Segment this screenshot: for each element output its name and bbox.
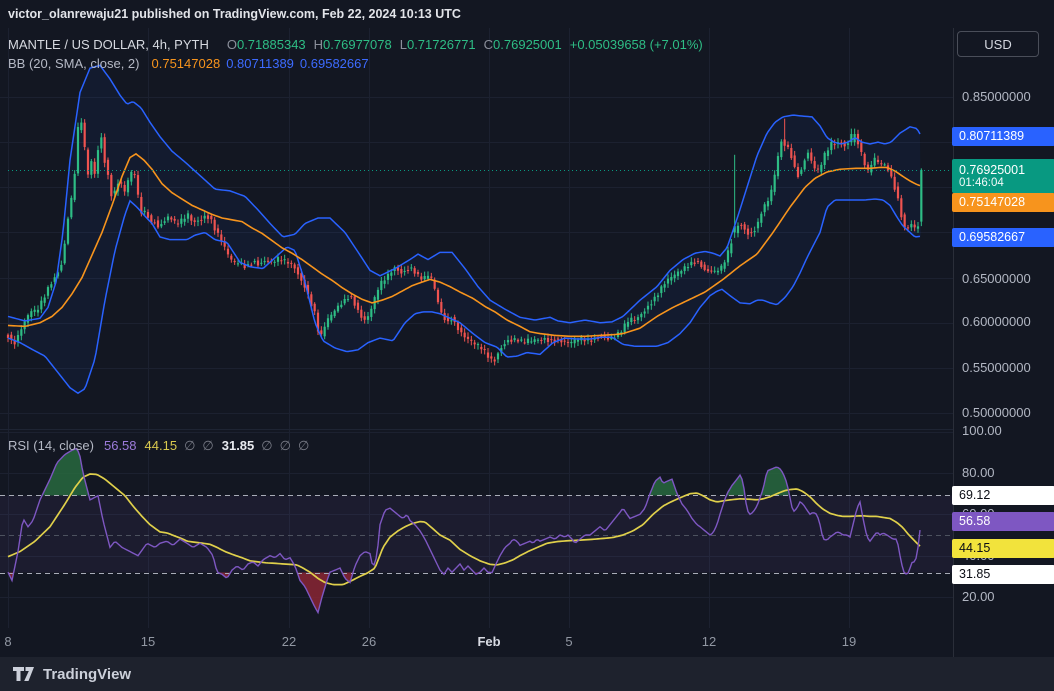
published-header: victor_olanrewaju21 published on Trading…	[8, 7, 461, 21]
empty-set-icon: ∅	[279, 437, 291, 453]
rsi-legend: RSI (14, close) 56.58 44.15 ∅ ∅ 31.85 ∅ ∅ ∅	[8, 437, 309, 454]
symbol-legend: MANTLE / US DOLLAR, 4h, PYTH O0.71885343 H…	[8, 36, 703, 52]
open-value: 0.71885343	[236, 37, 306, 53]
price-axis-label: 0.50000000	[962, 405, 1031, 420]
currency-toggle-button[interactable]: USD	[957, 31, 1039, 57]
close-label: C	[483, 37, 494, 53]
empty-set-icon: ∅	[261, 437, 273, 453]
time-axis-label: 5	[565, 634, 573, 649]
chart-plot-area[interactable]	[0, 28, 953, 630]
symbol-title: MANTLE / US DOLLAR, 4h, PYTH	[8, 37, 209, 53]
time-axis-label: 19	[841, 634, 857, 649]
rsi-value-badge: 56.58	[952, 511, 1054, 531]
tradingview-logo-icon	[13, 666, 34, 682]
rsi-ma-value: 44.15	[144, 438, 178, 454]
close-value: 0.76925001	[493, 37, 562, 53]
rsi-level-value: 31.85	[221, 438, 255, 454]
time-axis-label: 12	[701, 634, 717, 649]
bb-lower-value: 0.69582667	[299, 56, 369, 72]
low-value: 0.71726771	[406, 37, 476, 53]
price-axis-label: 0.60000000	[962, 314, 1031, 329]
bb-basis-value: 0.75147028	[151, 56, 221, 72]
bb-upper-badge: 0.80711389	[952, 126, 1054, 146]
rsi-title: RSI (14, close)	[8, 438, 94, 454]
bb-lower-badge: 0.69582667	[952, 227, 1054, 247]
rsi-axis-label: 100.00	[962, 423, 1002, 438]
change-value: +0.05039658 (+7.01%)	[569, 37, 703, 53]
price-axis-label: 0.55000000	[962, 360, 1031, 375]
bb-upper-value: 0.80711389	[226, 56, 294, 72]
rsi-value: 56.58	[103, 438, 137, 454]
empty-set-icon: ∅	[202, 437, 214, 453]
high-value: 0.76977078	[323, 37, 392, 53]
rsi-lower-level-badge: 31.85	[952, 564, 1054, 584]
bb-legend: BB (20, SMA, close, 2) 0.75147028 0.807113…	[8, 55, 369, 71]
time-axis-label: 8	[4, 634, 12, 649]
time-axis-label: 22	[281, 634, 297, 649]
last-price-badge: 0.76925001 01:46:04	[952, 159, 1054, 193]
rsi-axis-label: 20.00	[962, 589, 995, 604]
low-label: L	[399, 37, 407, 53]
footer-brand-link[interactable]: TradingView	[43, 665, 132, 683]
time-axis-label: 15	[140, 634, 156, 649]
rsi-upper-level-badge: 69.12	[952, 485, 1054, 505]
bb-title: BB (20, SMA, close, 2)	[8, 56, 140, 72]
rsi-ma-badge: 44.15	[952, 538, 1054, 558]
high-label: H	[313, 37, 324, 53]
footer-bar: TradingView	[0, 657, 1054, 691]
bb-basis-badge: 0.75147028	[952, 192, 1054, 212]
price-axis-label: 0.65000000	[962, 271, 1031, 286]
time-axis-label: Feb	[477, 634, 501, 649]
empty-set-icon: ∅	[184, 437, 196, 453]
rsi-axis-label: 80.00	[962, 465, 995, 480]
time-axis-label: 26	[361, 634, 377, 649]
price-axis-label: 0.85000000	[962, 89, 1031, 104]
open-label: O	[226, 37, 237, 53]
empty-set-icon: ∅	[297, 437, 310, 453]
